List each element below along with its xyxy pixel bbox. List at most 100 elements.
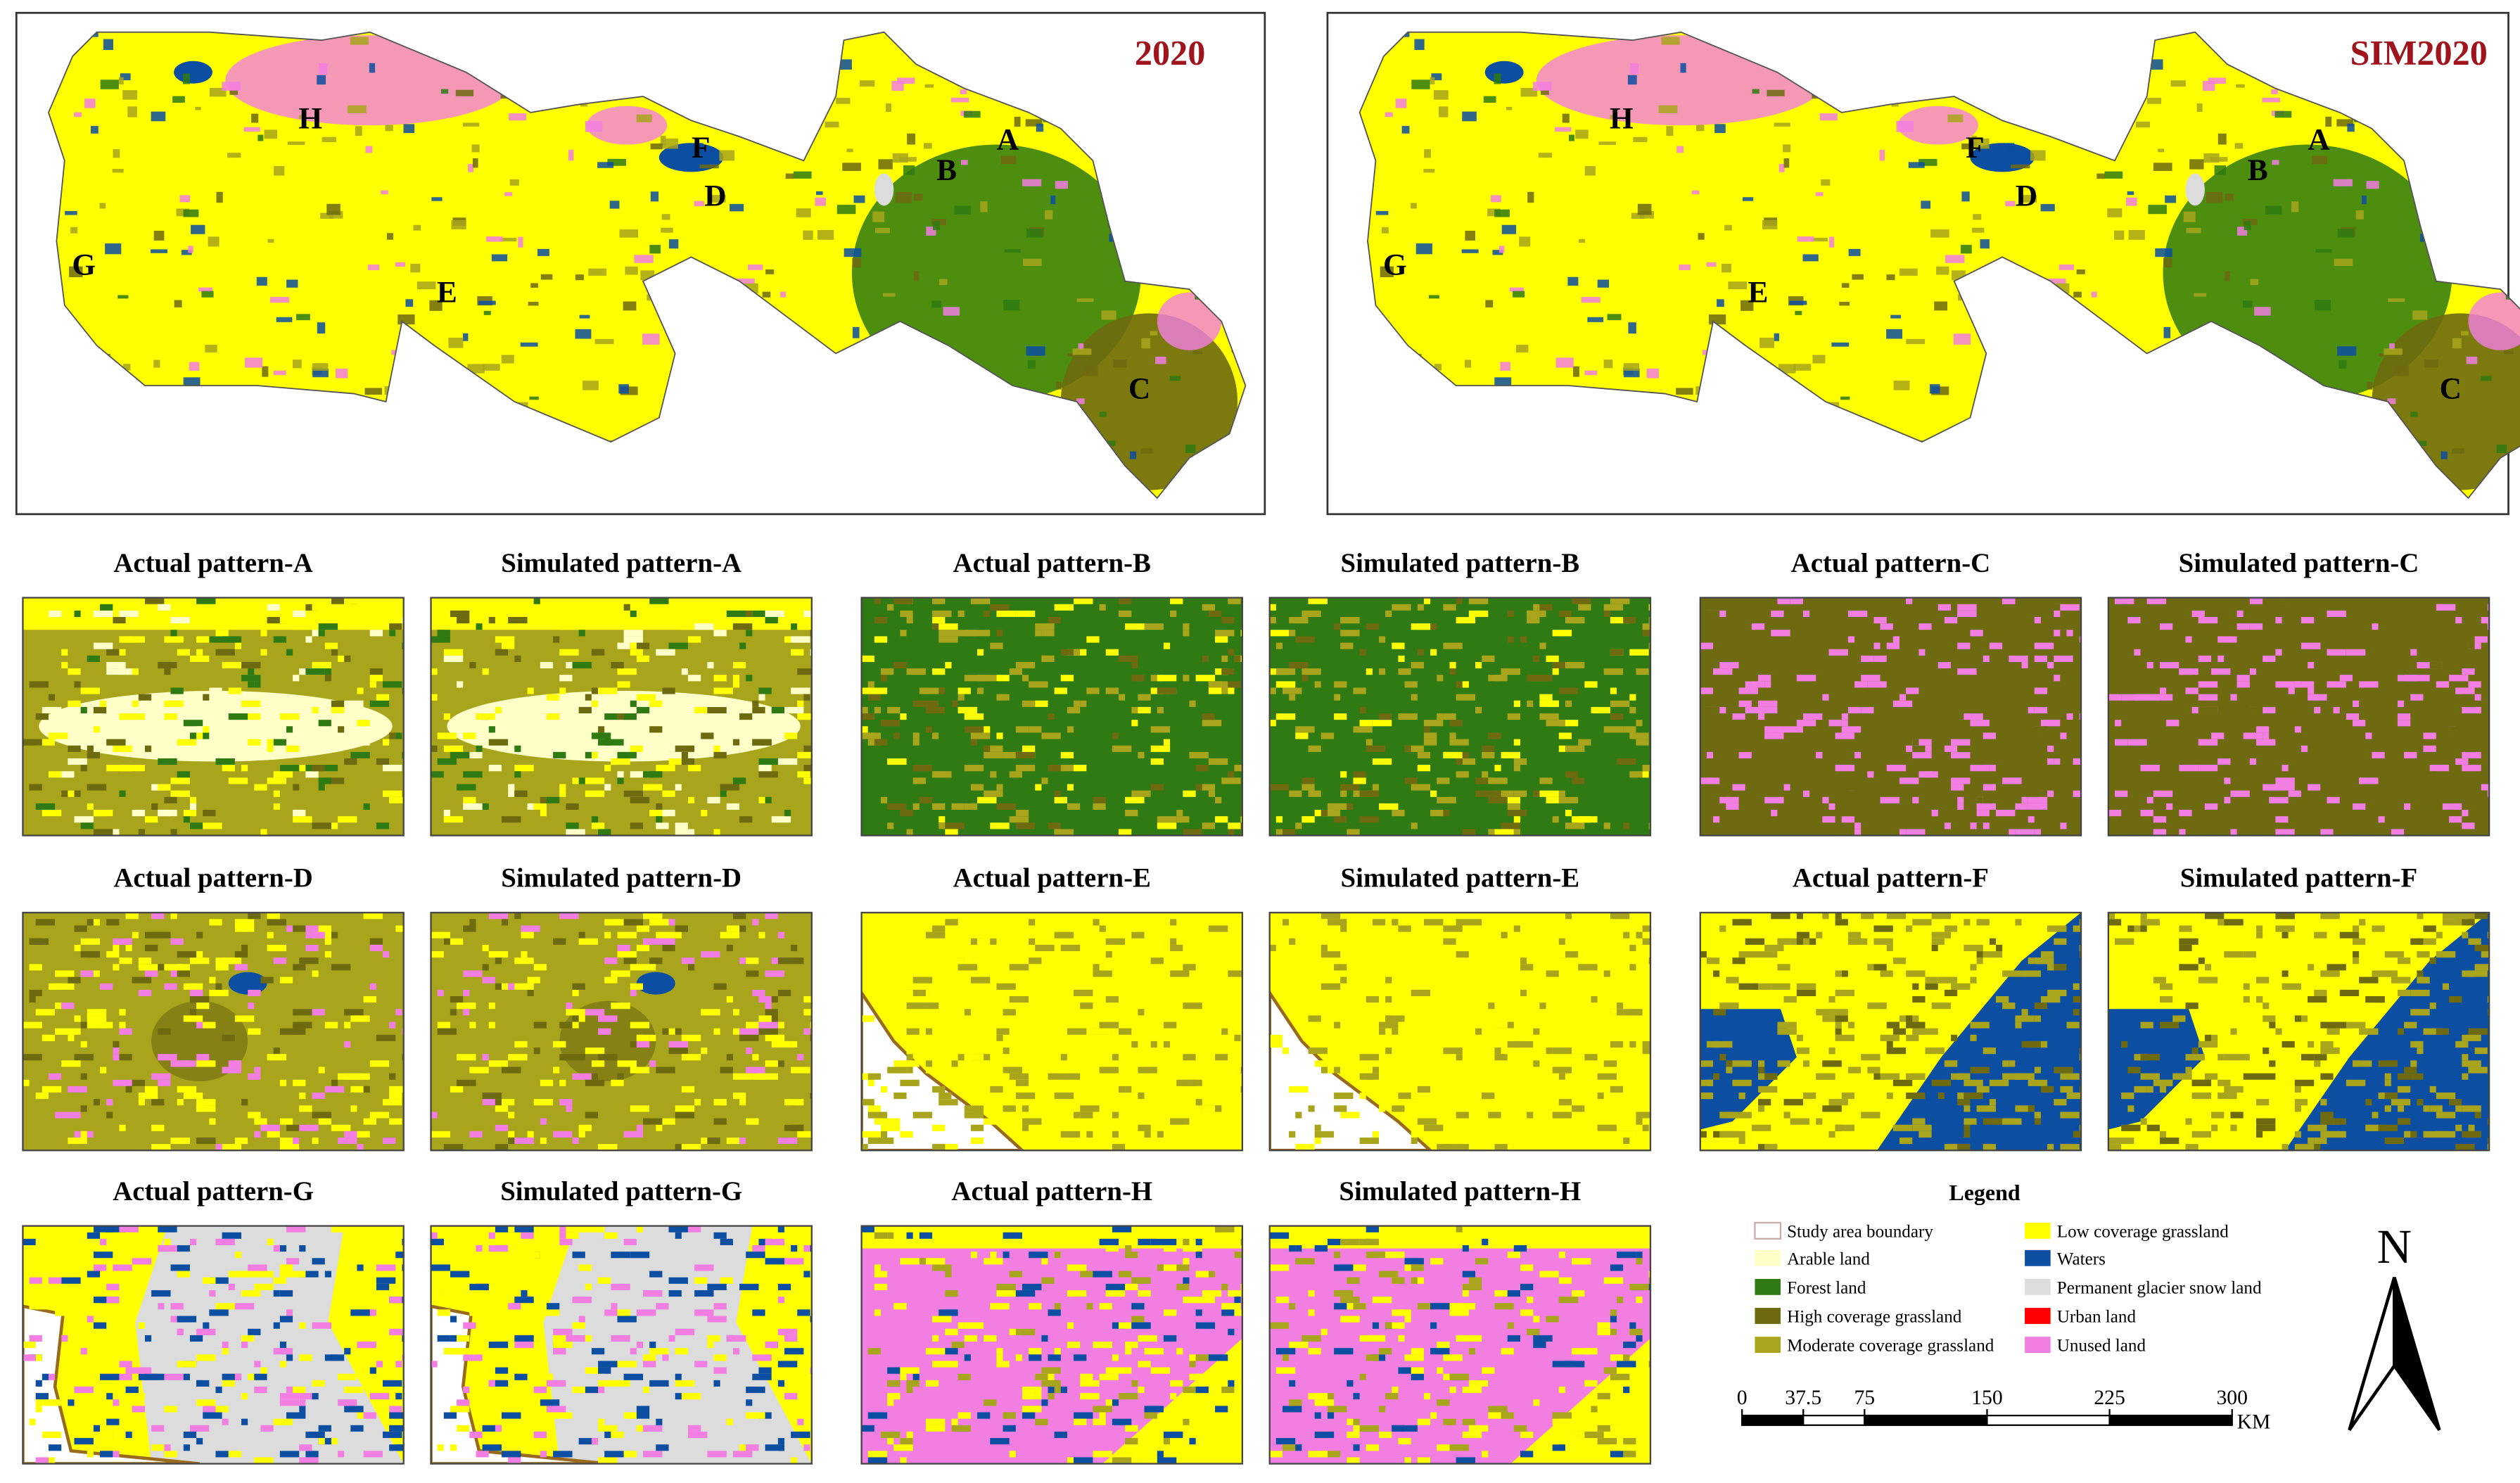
pattern-speckle	[1131, 675, 1145, 682]
pattern-speckle	[2442, 919, 2462, 926]
pattern-speckle	[656, 1444, 669, 1451]
pattern-speckle	[636, 1406, 650, 1413]
pattern-speckle	[611, 1003, 630, 1010]
pattern-speckle	[357, 720, 370, 727]
map-speckle	[1141, 338, 1151, 349]
pattern-speckle	[739, 1137, 746, 1145]
map-speckle	[100, 79, 119, 89]
map-speckle	[381, 190, 388, 195]
pattern-speckle	[87, 803, 94, 810]
pattern-speckle	[495, 957, 502, 965]
pattern-speckle	[1719, 1054, 1726, 1061]
pattern-speckle	[1359, 790, 1380, 797]
pattern-speckle	[630, 649, 643, 656]
pattern-speckle	[732, 1009, 740, 1016]
pattern-speckle	[1809, 655, 1829, 662]
pattern-speckle	[1757, 1105, 1765, 1112]
pattern-speckle	[1340, 1054, 1360, 1061]
pattern-speckle	[874, 1309, 882, 1316]
pattern-speckle	[951, 1060, 958, 1067]
pattern-speckle	[1035, 1060, 1048, 1067]
pattern-speckle	[957, 1322, 965, 1329]
pattern-speckle	[1764, 944, 1784, 952]
pattern-speckle	[1449, 1105, 1456, 1112]
map-speckle	[607, 158, 626, 166]
pattern-speckle	[1925, 745, 1932, 752]
pattern-speckle	[1080, 1112, 1093, 1119]
pattern-speckle	[1067, 706, 1081, 714]
pattern-speckle	[196, 1099, 216, 1106]
map-speckle	[844, 248, 862, 257]
pattern-speckle	[1189, 1431, 1209, 1439]
map-speckle	[1797, 236, 1814, 242]
pattern-speckle	[2230, 630, 2237, 637]
pattern-speckle	[113, 944, 120, 952]
pattern-speckle	[2294, 681, 2315, 688]
pattern-speckle	[331, 1124, 351, 1131]
pattern-speckle	[984, 1335, 997, 1342]
pattern-speckle	[2028, 706, 2035, 714]
pattern-speckle	[591, 732, 611, 739]
pattern-speckle	[932, 623, 946, 630]
pattern-speckle	[482, 668, 489, 675]
pattern-speckle	[145, 1335, 152, 1342]
pattern-speckle	[1398, 1367, 1411, 1374]
pattern-speckle	[2275, 925, 2295, 932]
map-speckle	[2384, 348, 2403, 355]
pattern-speckle	[1411, 784, 1431, 791]
map-speckle	[123, 364, 131, 371]
pattern-speckle	[578, 1438, 599, 1445]
pattern-speckle	[1783, 1099, 1803, 1106]
pattern-speckle	[2146, 661, 2153, 669]
pattern-speckle	[450, 1009, 457, 1016]
pattern-speckle	[74, 1386, 94, 1394]
pattern-speckle	[1964, 1105, 1971, 1112]
pattern-speckle	[1195, 1373, 1209, 1380]
pattern-speckle	[1796, 706, 1810, 714]
map-speckle	[748, 265, 763, 270]
pattern-speckle	[80, 706, 87, 714]
pattern-speckle	[1183, 623, 1190, 630]
pattern-speckle	[642, 1361, 656, 1368]
pattern-speckle	[312, 1137, 319, 1145]
pattern-speckle	[2410, 694, 2424, 701]
pattern-speckle	[887, 1399, 894, 1406]
pattern-speckle	[1228, 1137, 1235, 1145]
map-speckle	[499, 238, 517, 242]
pattern-speckle	[1597, 1093, 1604, 1100]
pattern-speckle	[623, 713, 637, 720]
pattern-speckle	[630, 700, 637, 707]
map-speckle	[780, 291, 787, 298]
pattern-speckle	[2153, 976, 2167, 984]
pattern-speckle	[450, 1406, 470, 1413]
pattern-speckle	[1906, 745, 1913, 752]
pattern-speckle	[305, 771, 319, 778]
pattern-speckle	[1372, 1028, 1380, 1035]
pattern-speckle	[2034, 1003, 2048, 1010]
pattern-speckle	[900, 1131, 913, 1138]
pattern-speckle	[1951, 983, 1971, 990]
map-speckle	[151, 249, 168, 253]
pattern-speckle	[546, 1380, 566, 1387]
pattern-speckle	[1340, 957, 1354, 965]
pattern-speckle	[2384, 951, 2405, 958]
map-speckle	[1519, 236, 1531, 247]
pattern-speckle	[2384, 1093, 2398, 1100]
pattern-speckle	[1144, 925, 1164, 932]
map-speckle	[1424, 149, 1431, 158]
pattern-speckle	[241, 1335, 255, 1342]
pattern-speckle	[1430, 964, 1450, 971]
pattern-speckle	[713, 1380, 720, 1387]
pattern-speckle	[132, 1258, 152, 1265]
pattern-speckle	[2410, 1040, 2424, 1048]
pattern-speckle	[1035, 1393, 1042, 1400]
pattern-frame	[430, 597, 813, 836]
pattern-patch	[1374, 665, 1503, 756]
map-speckle	[540, 274, 553, 280]
map-speckle	[623, 301, 637, 311]
pattern-speckle	[1423, 1086, 1444, 1093]
pattern-speckle	[1138, 1335, 1157, 1342]
map-speckle	[2388, 298, 2405, 303]
pattern-speckle	[1074, 1457, 1093, 1464]
pattern-speckle	[566, 661, 573, 669]
